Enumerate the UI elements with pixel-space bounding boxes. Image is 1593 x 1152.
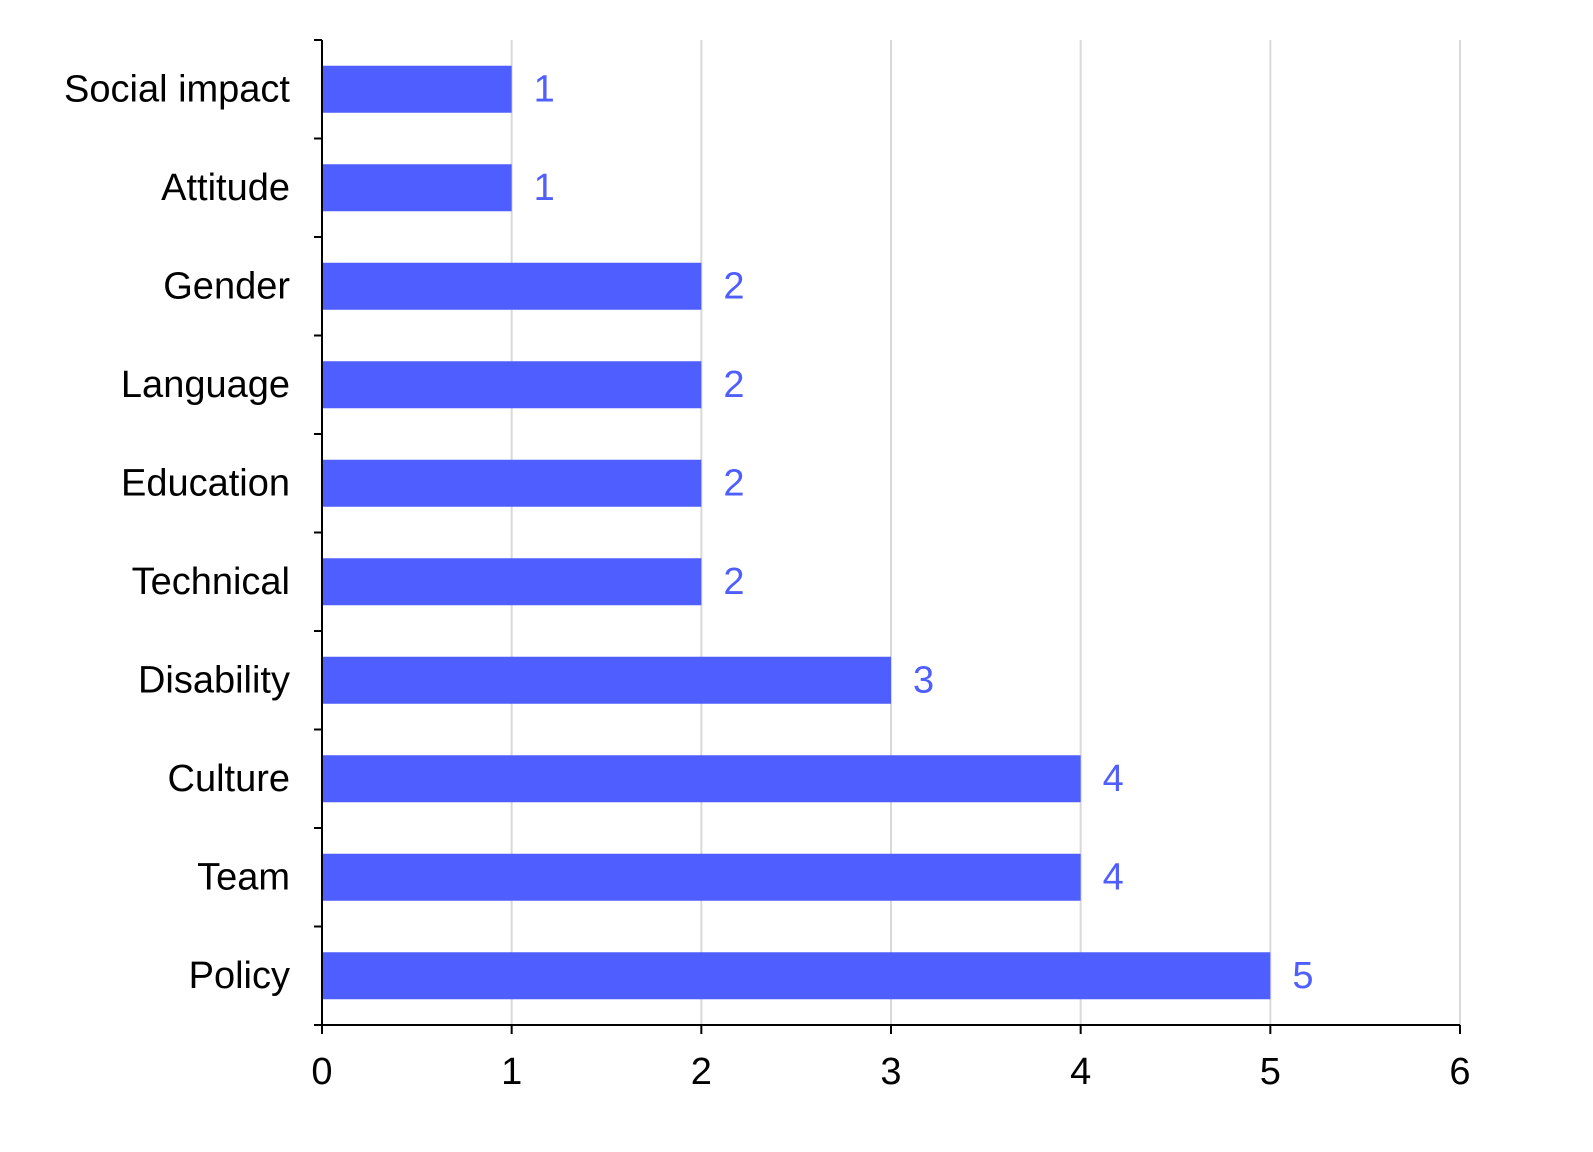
data-label: 2 xyxy=(723,364,744,406)
x-tick-label: 5 xyxy=(1260,1051,1281,1093)
x-tick-label: 6 xyxy=(1449,1051,1470,1093)
category-label: Disability xyxy=(138,659,290,701)
data-label: 4 xyxy=(1103,758,1124,800)
bar xyxy=(322,262,702,310)
category-label: Language xyxy=(121,364,290,406)
category-label: Education xyxy=(121,462,290,504)
x-tick-label: 2 xyxy=(691,1051,712,1093)
data-label: 2 xyxy=(723,265,744,307)
bar xyxy=(322,459,702,507)
data-label: 5 xyxy=(1292,955,1313,997)
x-tick-label: 1 xyxy=(501,1051,522,1093)
category-label: Gender xyxy=(163,265,290,307)
bar xyxy=(322,65,512,113)
category-label: Team xyxy=(197,856,290,898)
bar xyxy=(322,952,1271,1000)
bars-group xyxy=(322,65,1271,1000)
bar xyxy=(322,361,702,409)
data-label: 2 xyxy=(723,462,744,504)
x-tick-label: 3 xyxy=(880,1051,901,1093)
category-label: Culture xyxy=(168,758,291,800)
bar xyxy=(322,853,1081,901)
category-label: Attitude xyxy=(161,167,290,209)
x-tick-label: 0 xyxy=(311,1051,332,1093)
x-tick-label: 4 xyxy=(1070,1051,1091,1093)
category-label: Technical xyxy=(132,561,290,603)
bar xyxy=(322,558,702,606)
data-label: 4 xyxy=(1103,856,1124,898)
bar xyxy=(322,755,1081,803)
data-label: 1 xyxy=(534,68,555,110)
category-label: Policy xyxy=(189,955,290,997)
axes-group xyxy=(314,39,1461,1034)
data-label: 3 xyxy=(913,659,934,701)
data-label: 1 xyxy=(534,167,555,209)
data-label: 2 xyxy=(723,561,744,603)
labels-group: Social impact 1 Attitude 1 Gender 2 Language 2 E… xyxy=(64,68,1471,1093)
category-label: Social impact xyxy=(64,68,290,110)
bar xyxy=(322,164,512,212)
bar xyxy=(322,656,891,704)
